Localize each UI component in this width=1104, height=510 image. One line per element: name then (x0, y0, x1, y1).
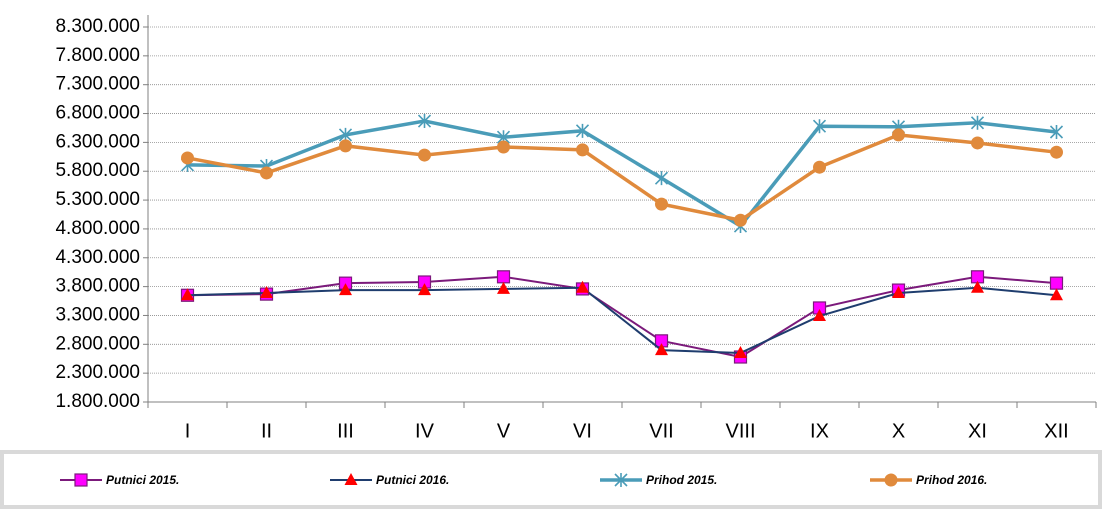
x-tick-label: IX (810, 420, 829, 442)
x-tick-label: VIII (725, 420, 755, 442)
x-tick-label: XII (1044, 420, 1068, 442)
marker (734, 213, 747, 227)
marker (970, 115, 985, 130)
x-tick-label: II (261, 420, 272, 442)
y-tick-label: 2.300.000 (55, 362, 140, 383)
marker (812, 119, 827, 134)
marker (575, 123, 590, 138)
y-tick-label: 3.800.000 (55, 276, 140, 297)
x-tick-label: VII (649, 420, 673, 442)
marker (339, 283, 352, 296)
series-line (187, 286, 1057, 354)
series-line (187, 133, 1057, 223)
marker (655, 343, 668, 356)
marker (813, 309, 826, 322)
marker (614, 473, 628, 487)
legend-label: Putnici 2015. (106, 473, 179, 487)
x-tick-label: IV (415, 420, 435, 442)
marker (497, 281, 510, 294)
marker (734, 345, 747, 358)
marker (884, 473, 898, 487)
y-tick-label: 7.300.000 (55, 74, 140, 95)
legend-label: Prihod 2016. (916, 473, 987, 487)
marker (813, 160, 826, 174)
marker (971, 280, 984, 293)
marker (576, 143, 589, 157)
marker (892, 128, 905, 142)
y-tick-label: 2.800.000 (55, 333, 140, 354)
x-tick-label: III (337, 420, 354, 442)
marker (1049, 276, 1064, 290)
y-tick-label: 6.300.000 (55, 131, 140, 152)
y-tick-label: 4.300.000 (55, 247, 140, 268)
marker (655, 197, 668, 211)
x-tick-label: XI (968, 420, 987, 442)
y-tick-label: 5.800.000 (55, 160, 140, 181)
series-line (187, 275, 1057, 359)
marker (1049, 125, 1064, 139)
legend-label: Putnici 2016. (376, 473, 449, 487)
marker (260, 285, 273, 298)
marker (418, 148, 431, 162)
legend-label: Prihod 2015. (646, 473, 717, 487)
series-line (187, 119, 1057, 229)
marker (74, 473, 88, 487)
y-tick-label: 6.800.000 (55, 103, 140, 124)
marker (1050, 288, 1063, 301)
y-tick-label: 4.800.000 (55, 218, 140, 239)
marker (497, 140, 510, 154)
marker (181, 151, 194, 165)
x-tick-label: I (185, 420, 191, 442)
marker (1050, 145, 1063, 159)
x-tick-label: V (497, 420, 511, 442)
legend-item: Prihod 2015. (600, 473, 717, 487)
y-tick-label: 3.300.000 (55, 304, 140, 325)
x-tick-label: VI (573, 420, 592, 442)
marker (181, 288, 194, 301)
marker (339, 139, 352, 153)
y-tick-label: 1.800.000 (55, 391, 140, 412)
marker (260, 166, 273, 180)
legend-box (0, 450, 1102, 509)
marker (576, 280, 589, 293)
legend-item: Putnici 2015. (60, 473, 179, 487)
marker (971, 136, 984, 150)
marker (496, 270, 511, 284)
x-tick-label: X (892, 420, 905, 442)
y-tick-label: 7.800.000 (55, 45, 140, 66)
marker (654, 171, 669, 186)
legend-item: Putnici 2016. (330, 473, 449, 487)
marker (344, 473, 358, 485)
marker (417, 114, 432, 129)
y-tick-label: 5.300.000 (55, 189, 140, 210)
y-tick-label: 8.300.000 (55, 16, 140, 37)
marker (418, 283, 431, 296)
marker (892, 285, 905, 298)
legend-item: Prihod 2016. (870, 473, 987, 487)
